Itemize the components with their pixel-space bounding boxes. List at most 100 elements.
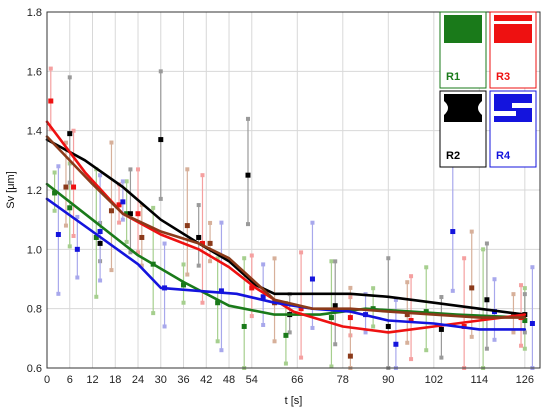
- y-tick-label: 1.6: [27, 66, 42, 78]
- data-point: [484, 297, 490, 303]
- error-cap: [249, 314, 254, 319]
- y-tick-label: 1.2: [27, 185, 42, 197]
- error-cap: [208, 259, 213, 264]
- data-point: [510, 312, 516, 318]
- x-tick-label: 30: [155, 374, 167, 386]
- error-cap: [333, 342, 338, 347]
- error-cap: [424, 348, 429, 353]
- error-cap: [151, 311, 156, 316]
- data-point: [158, 137, 164, 143]
- error-cap: [299, 355, 304, 360]
- data-point: [404, 312, 410, 318]
- error-cap: [439, 355, 444, 360]
- data-point: [260, 294, 266, 300]
- error-cap: [371, 324, 376, 329]
- error-cap: [310, 220, 315, 225]
- error-cap: [219, 348, 224, 353]
- striped-block-icon: [494, 15, 532, 43]
- data-point: [67, 205, 73, 211]
- x-tick-label: 42: [200, 374, 212, 386]
- error-cap: [196, 263, 201, 268]
- error-cap: [522, 292, 527, 297]
- data-point: [249, 285, 255, 291]
- x-tick-label: 0: [44, 374, 50, 386]
- error-cap: [272, 256, 277, 261]
- x-axis-label: t [s]: [285, 395, 303, 407]
- error-cap: [522, 346, 527, 351]
- data-point: [283, 332, 289, 338]
- stripe: [494, 21, 532, 24]
- error-cap: [333, 259, 338, 264]
- error-cap: [196, 203, 201, 208]
- error-cap: [52, 170, 57, 175]
- error-cap: [409, 274, 414, 279]
- error-cap: [128, 250, 133, 255]
- error-cap: [329, 364, 334, 369]
- x-tick-label: 78: [337, 374, 349, 386]
- y-tick-label: 0.6: [27, 363, 42, 375]
- data-point: [309, 276, 315, 282]
- x-tick-label: 18: [109, 374, 121, 386]
- error-cap: [151, 205, 156, 210]
- error-cap: [63, 140, 68, 145]
- error-cap: [215, 256, 220, 261]
- data-point: [116, 202, 122, 208]
- error-cap: [71, 128, 76, 133]
- error-cap: [67, 75, 72, 80]
- x-tick-label: 102: [425, 374, 443, 386]
- x-tick-label: 126: [516, 374, 534, 386]
- solid-block-icon: [444, 15, 482, 43]
- error-cap: [492, 277, 497, 282]
- x-tick-label: 90: [382, 374, 394, 386]
- data-point: [469, 285, 475, 291]
- error-cap: [484, 241, 489, 246]
- trend-line: [45, 197, 527, 331]
- error-cap: [75, 214, 80, 219]
- error-cap: [158, 69, 163, 74]
- y-tick-label: 1.8: [27, 7, 42, 19]
- error-cap: [98, 173, 103, 178]
- legend-label: R3: [496, 71, 510, 83]
- trend-lines: [45, 120, 527, 334]
- error-cap: [530, 265, 535, 270]
- error-cap: [511, 330, 516, 335]
- data-point: [450, 229, 456, 235]
- error-cap: [371, 286, 376, 291]
- data-point: [245, 172, 251, 178]
- data-point: [215, 300, 221, 306]
- error-cap: [185, 167, 190, 172]
- legend: R1 R3 R2 R4: [439, 11, 537, 168]
- error-cap: [56, 291, 61, 296]
- x-tick-label: 114: [471, 374, 489, 386]
- data-point: [55, 232, 61, 237]
- error-cap: [424, 265, 429, 270]
- error-cap: [71, 233, 76, 238]
- trend-line: [45, 135, 527, 319]
- data-point: [181, 282, 187, 288]
- error-cap: [136, 167, 141, 172]
- error-cap: [469, 229, 474, 234]
- error-cap: [109, 268, 114, 273]
- error-cap: [409, 357, 414, 362]
- error-cap: [363, 330, 368, 335]
- error-cap: [469, 334, 474, 339]
- error-cap: [519, 343, 524, 348]
- legend-label: R1: [446, 71, 460, 83]
- error-cap: [124, 239, 129, 244]
- error-cap: [162, 324, 167, 329]
- error-cap: [492, 337, 497, 342]
- data-point: [347, 353, 353, 359]
- error-cap: [124, 179, 129, 184]
- trend-line: [45, 138, 527, 316]
- legend-item: R3: [489, 11, 537, 89]
- error-cap: [94, 294, 99, 299]
- x-tick-label: 48: [223, 374, 235, 386]
- data-point: [97, 240, 103, 246]
- error-cap: [299, 250, 304, 255]
- data-point: [218, 288, 224, 294]
- data-point: [127, 211, 133, 217]
- plot-frame: [46, 11, 541, 369]
- error-cap: [484, 346, 489, 351]
- data-point: [393, 341, 399, 347]
